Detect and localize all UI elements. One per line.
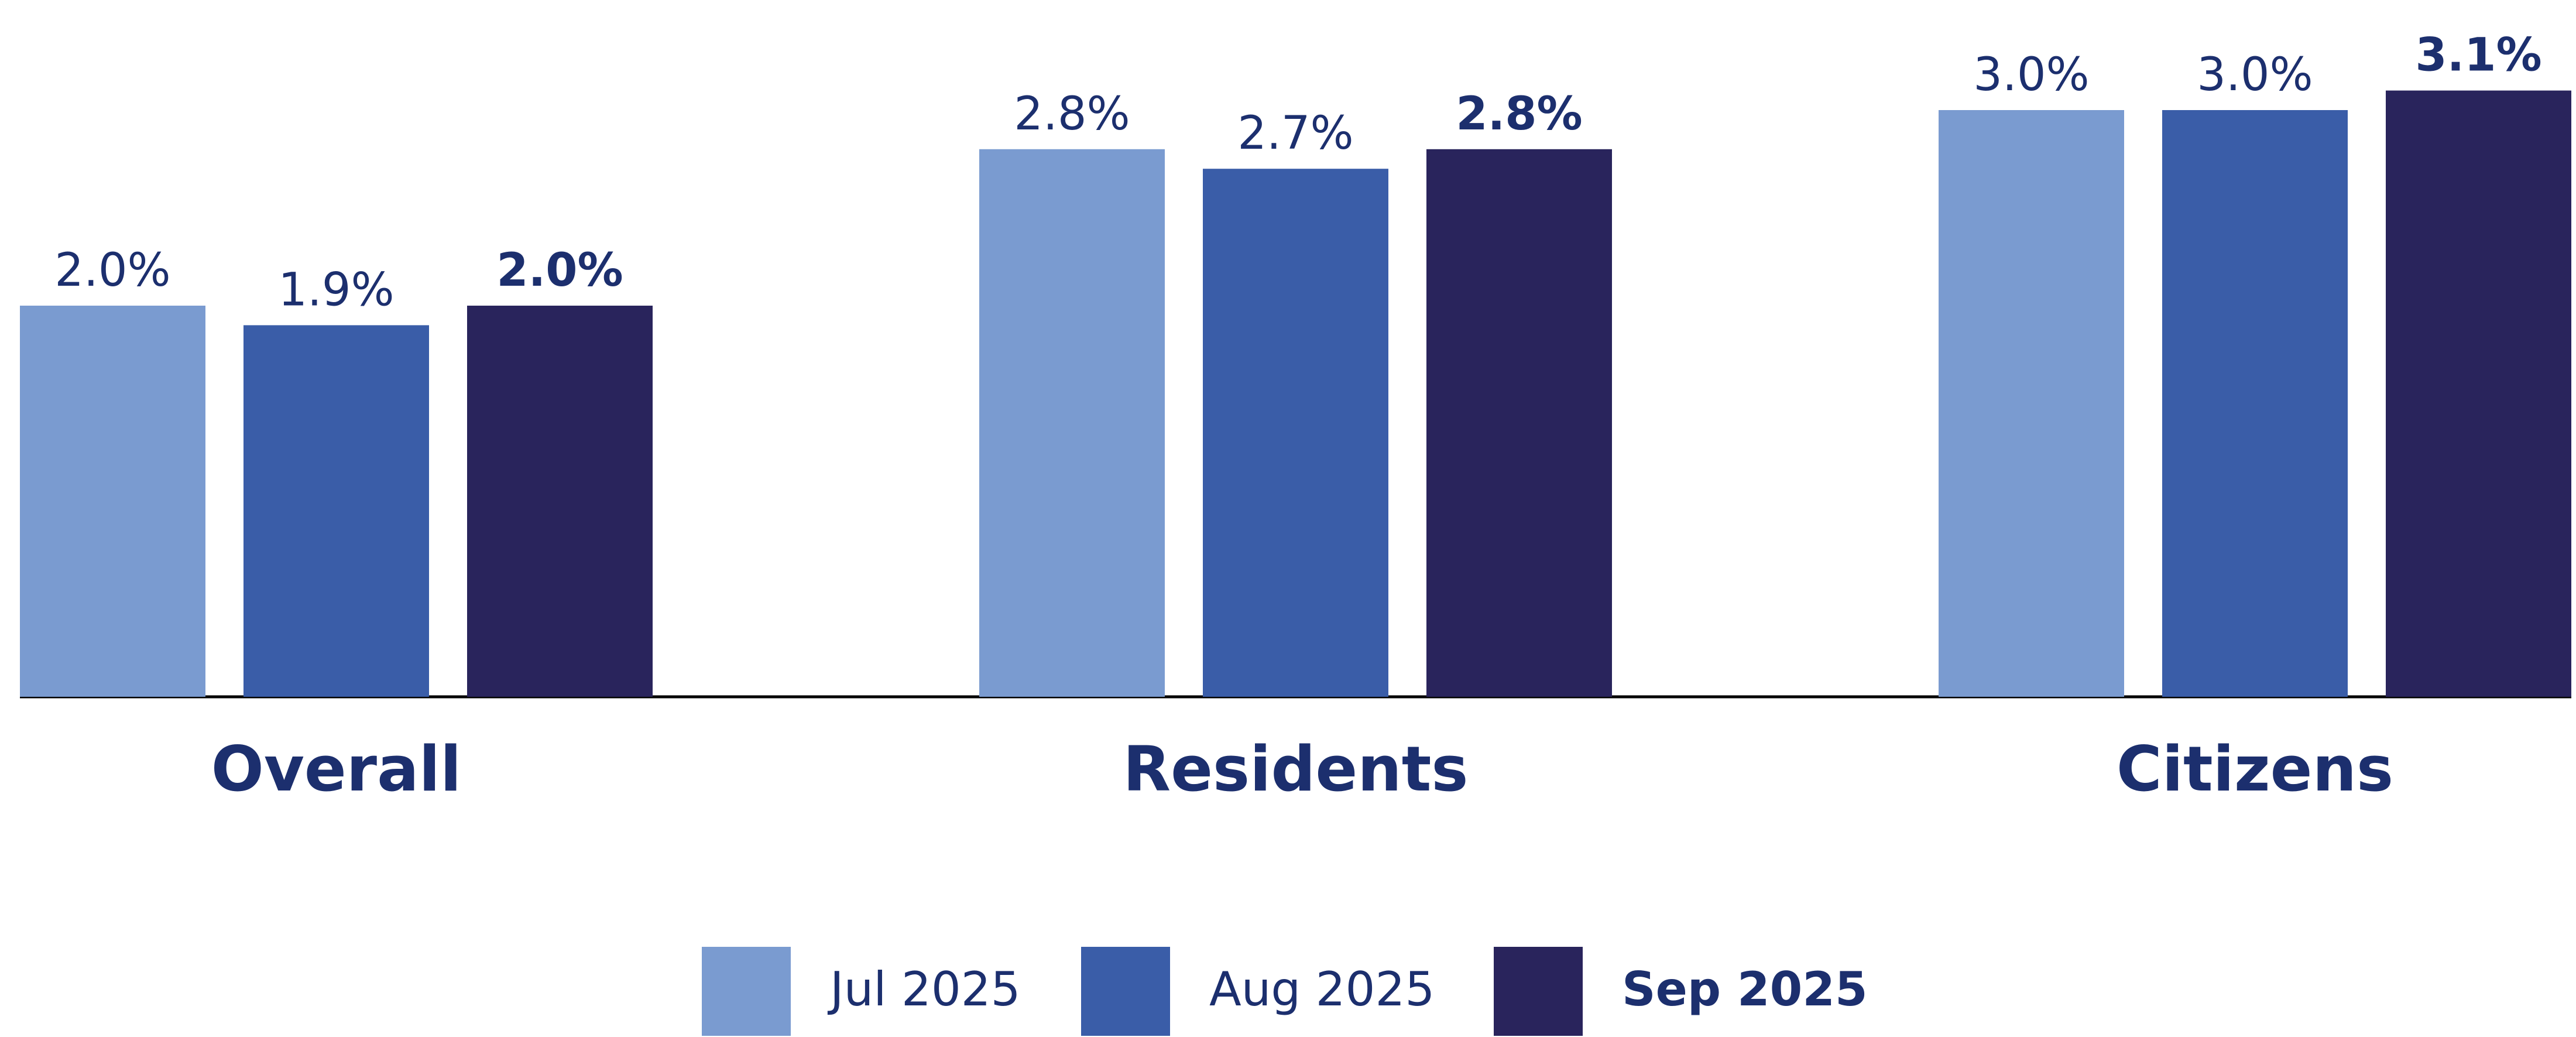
value-label: 2.8% xyxy=(1014,88,1130,141)
bar xyxy=(467,306,653,697)
bar xyxy=(1426,149,1612,697)
value-label: 2.0% xyxy=(54,244,170,297)
value-label: 3.0% xyxy=(2197,49,2313,101)
value-label: 2.8% xyxy=(1456,88,1582,141)
legend-swatch xyxy=(702,947,791,1036)
value-label: 2.7% xyxy=(1237,107,1353,160)
bar xyxy=(20,306,205,697)
category-label: Residents xyxy=(1123,733,1469,805)
bar xyxy=(2162,110,2348,697)
legend-swatch xyxy=(1081,947,1170,1036)
category-label: Citizens xyxy=(2117,733,2393,805)
bar xyxy=(2386,90,2571,697)
value-label: 3.0% xyxy=(1973,49,2089,101)
bar xyxy=(1939,110,2124,697)
legend-swatch xyxy=(1494,947,1583,1036)
bar xyxy=(979,149,1165,697)
value-label: 1.9% xyxy=(278,263,394,316)
legend-label: Aug 2025 xyxy=(1209,962,1435,1017)
value-label: 2.0% xyxy=(496,244,623,297)
category-label: Overall xyxy=(211,733,462,805)
bar xyxy=(243,325,429,697)
value-label: 3.1% xyxy=(2415,29,2541,82)
legend-label: Jul 2025 xyxy=(827,962,1021,1017)
bar xyxy=(1203,169,1388,697)
legend-label: Sep 2025 xyxy=(1622,962,1868,1017)
